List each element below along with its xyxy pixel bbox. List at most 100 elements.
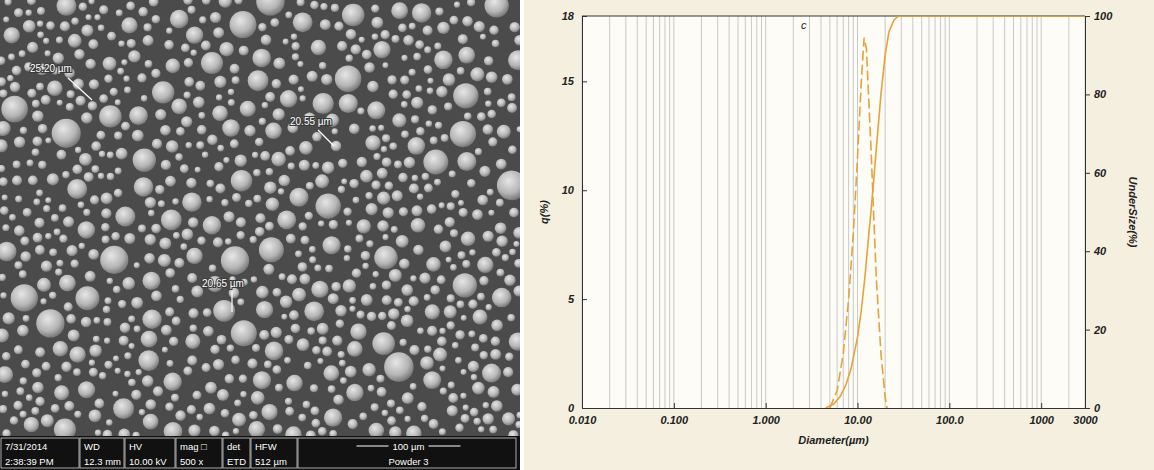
particle	[66, 103, 74, 111]
particle	[389, 90, 398, 99]
particle	[0, 121, 11, 136]
particle	[496, 236, 507, 247]
particle	[468, 361, 479, 372]
tick-mark	[858, 403, 859, 408]
particle	[12, 66, 22, 76]
particle	[458, 251, 466, 259]
particle	[217, 389, 229, 401]
particle	[158, 254, 171, 267]
particle	[368, 385, 375, 392]
particle	[309, 256, 316, 263]
particle	[213, 359, 224, 370]
particle	[319, 62, 326, 69]
particle	[236, 231, 244, 239]
particle	[81, 317, 92, 328]
particle	[67, 245, 78, 256]
particle	[222, 432, 229, 436]
particle	[289, 74, 299, 84]
tick-mark	[1085, 173, 1090, 174]
particle	[203, 326, 214, 337]
particle	[138, 225, 146, 233]
particle	[203, 216, 221, 234]
particle	[285, 11, 292, 18]
particle	[492, 40, 500, 48]
particle	[245, 200, 252, 207]
particle	[89, 0, 95, 4]
particle	[38, 124, 48, 134]
info-cell	[223, 438, 250, 468]
particle	[355, 234, 363, 242]
particle	[134, 325, 141, 332]
particle	[206, 196, 212, 202]
particle	[479, 166, 490, 177]
particle	[16, 387, 24, 395]
particle	[470, 408, 479, 417]
particle	[371, 4, 379, 12]
particle	[437, 22, 449, 34]
particle	[252, 152, 258, 158]
particle	[399, 258, 410, 269]
particle	[67, 179, 87, 199]
particle	[57, 100, 63, 106]
particle	[99, 5, 108, 14]
particle	[183, 0, 192, 5]
particle	[196, 141, 204, 149]
particle	[107, 278, 113, 284]
particle	[286, 234, 296, 244]
tick-mark	[582, 190, 587, 191]
particle	[298, 262, 308, 272]
particle	[35, 245, 45, 255]
particle	[71, 259, 79, 267]
particle	[239, 375, 247, 383]
particle	[382, 295, 392, 305]
particle	[444, 102, 452, 110]
particle	[401, 101, 408, 108]
particle	[0, 292, 6, 298]
particle	[31, 407, 39, 415]
particle	[473, 310, 488, 325]
particle	[411, 205, 422, 216]
particle	[255, 213, 265, 223]
particle	[112, 391, 118, 397]
particle	[469, 249, 475, 255]
particle	[359, 37, 365, 43]
particle	[4, 27, 20, 43]
particle	[497, 171, 520, 201]
particle	[37, 7, 45, 15]
grid-line	[637, 16, 638, 408]
particle	[196, 414, 203, 421]
particle	[98, 173, 104, 179]
particle	[332, 335, 342, 345]
particle	[373, 153, 380, 160]
particle	[265, 342, 284, 361]
particle	[425, 304, 440, 319]
particle	[74, 411, 81, 418]
particle	[131, 390, 141, 400]
particle	[141, 95, 148, 102]
particle	[248, 421, 265, 436]
particle	[312, 132, 321, 141]
particle	[382, 62, 388, 68]
measure-line	[318, 130, 334, 146]
particle	[273, 365, 282, 374]
particle	[165, 176, 176, 187]
particle	[59, 275, 76, 292]
particle	[120, 322, 131, 333]
particle	[427, 87, 434, 94]
particle	[482, 364, 501, 383]
particle	[387, 416, 396, 425]
particle	[298, 86, 304, 92]
particle	[107, 152, 114, 159]
particle	[486, 304, 492, 310]
particle	[57, 150, 67, 160]
data-line	[830, 38, 887, 408]
particle	[255, 138, 263, 146]
particle	[143, 414, 159, 430]
particle	[7, 75, 13, 81]
particle	[260, 151, 270, 161]
particle	[0, 139, 8, 152]
particle	[437, 275, 446, 284]
particle	[356, 311, 364, 319]
particle	[13, 401, 22, 410]
particle	[232, 413, 246, 427]
